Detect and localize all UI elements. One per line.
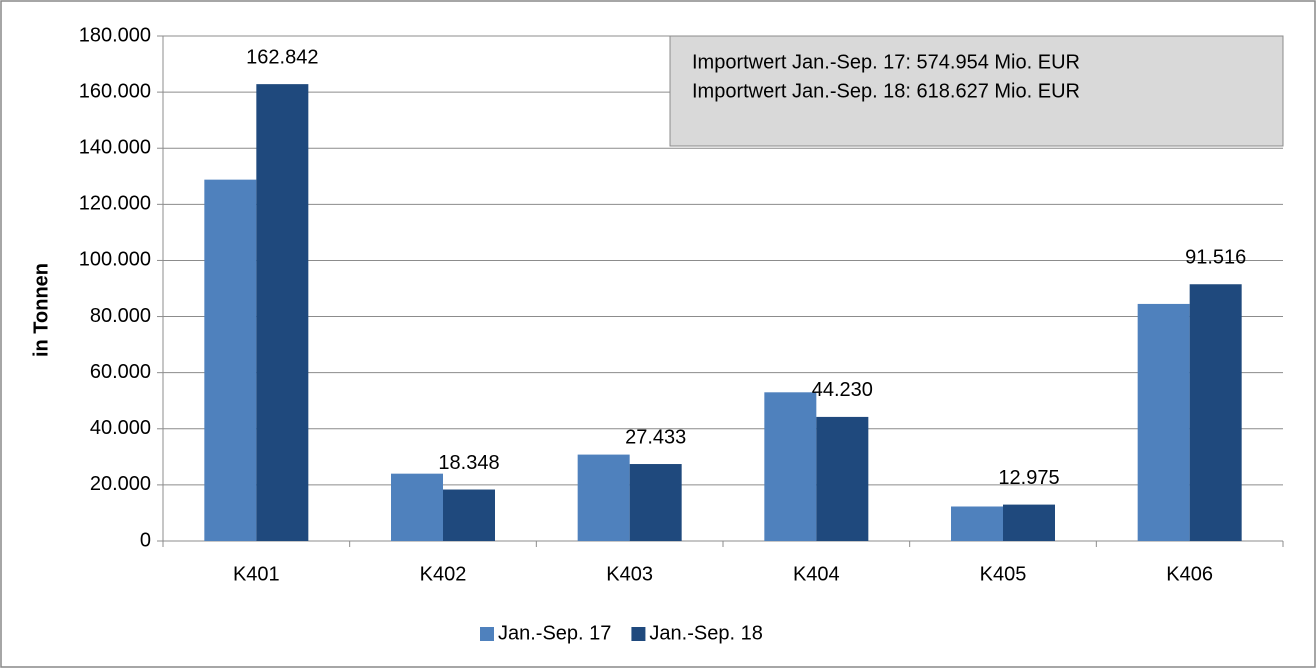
x-tick-label: K402 — [420, 563, 467, 585]
y-tick-label: 160.000 — [79, 80, 151, 102]
y-tick-label: 180.000 — [79, 24, 151, 46]
bar — [1137, 303, 1190, 541]
y-tick-label: 140.000 — [79, 137, 151, 159]
bar — [256, 84, 309, 541]
bar — [816, 416, 869, 541]
legend-swatch — [631, 627, 646, 641]
x-tick-label: K404 — [793, 563, 840, 585]
y-tick-label: 60.000 — [90, 361, 151, 383]
y-tick-label: 0 — [140, 529, 151, 551]
bar — [951, 506, 1003, 541]
data-label: 162.842 — [246, 46, 318, 68]
y-tick-label: 20.000 — [90, 473, 151, 495]
annotation-box — [669, 35, 1284, 147]
bar — [204, 179, 257, 541]
legend-label: Jan.-Sep. 18 — [649, 622, 762, 644]
bar — [577, 454, 630, 541]
data-label: 44.230 — [812, 379, 873, 401]
bar — [629, 464, 682, 541]
x-tick-label: K401 — [233, 563, 280, 585]
y-tick-label: 40.000 — [90, 417, 151, 439]
bar — [764, 392, 817, 541]
bar — [1189, 284, 1242, 541]
bar — [443, 489, 495, 541]
data-label: 18.348 — [438, 452, 499, 474]
bar — [391, 473, 443, 541]
legend-label: Jan.-Sep. 17 — [498, 622, 611, 644]
data-label: 27.433 — [625, 426, 686, 448]
y-tick-label: 120.000 — [79, 193, 151, 215]
data-label: 91.516 — [1185, 247, 1246, 269]
x-tick-label: K403 — [606, 563, 653, 585]
bar — [1003, 504, 1055, 541]
legend-swatch — [480, 627, 494, 641]
annotation-text: Importwert Jan.-Sep. 17: 574.954 Mio. EU… — [692, 51, 1080, 73]
x-tick-label: K406 — [1166, 563, 1213, 585]
y-tick-label: 100.000 — [79, 249, 151, 271]
y-axis-label: in Tonnen — [30, 263, 52, 357]
y-tick-label: 80.000 — [90, 305, 151, 327]
x-tick-label: K405 — [980, 563, 1027, 585]
data-label: 12.975 — [998, 467, 1059, 489]
annotation-text: Importwert Jan.-Sep. 18: 618.627 Mio. EU… — [692, 80, 1080, 102]
